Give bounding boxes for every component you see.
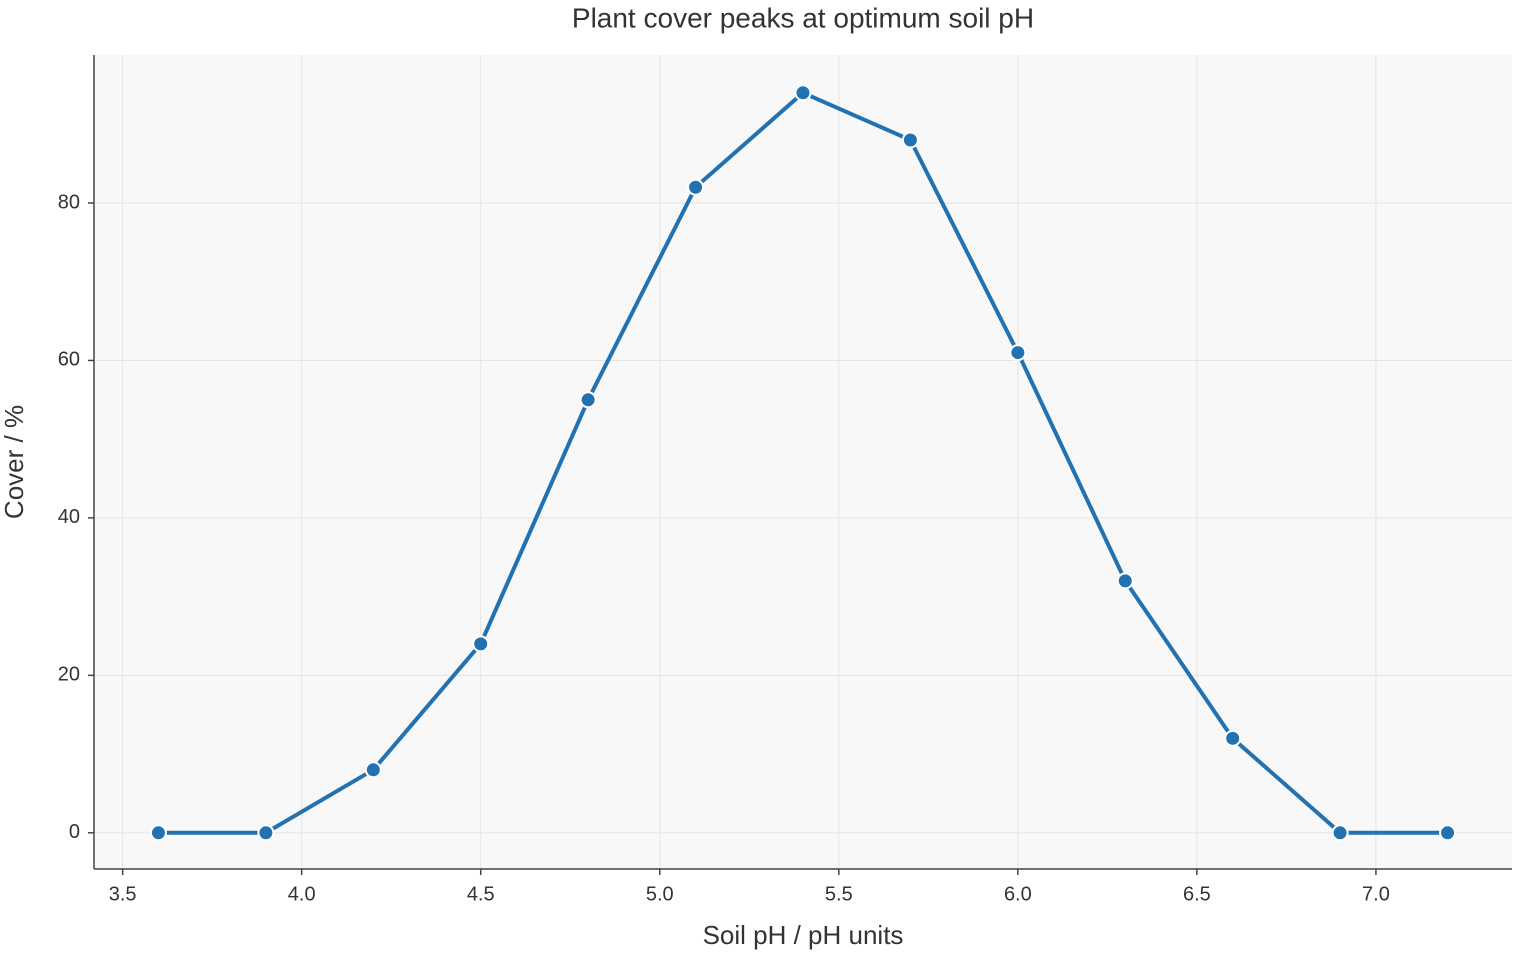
grid [94, 55, 1512, 869]
point [149, 824, 167, 842]
x-axis-label: Soil pH / pH units [703, 920, 904, 950]
point [1439, 824, 1457, 842]
x-tick-label: 7.0 [1362, 883, 1390, 905]
plot-area [94, 55, 1512, 869]
y-tick-label: 40 [58, 506, 80, 528]
point [794, 84, 812, 102]
x-tick-label: 4.0 [288, 883, 316, 905]
point [257, 824, 275, 842]
point [687, 178, 705, 196]
point [1331, 824, 1349, 842]
point [472, 635, 490, 653]
point [901, 131, 919, 149]
x-tick-label: 6.5 [1183, 883, 1211, 905]
y-tick-label: 20 [58, 664, 80, 686]
point [1224, 729, 1242, 747]
chart-title: Plant cover peaks at optimum soil pH [572, 2, 1034, 33]
y-tick-label: 0 [69, 821, 80, 843]
x-tick-label: 5.5 [825, 883, 853, 905]
point [579, 391, 597, 409]
y-tick-label: 80 [58, 191, 80, 213]
y-tick-label: 60 [58, 349, 80, 371]
x-tick-label: 3.5 [109, 883, 137, 905]
x-tick-label: 6.0 [1004, 883, 1032, 905]
point [364, 761, 382, 779]
point [1116, 572, 1134, 590]
x-tick-label: 5.0 [646, 883, 674, 905]
y-axis-label: Cover / % [0, 405, 29, 519]
x-tick-label: 4.5 [467, 883, 495, 905]
point [1009, 344, 1027, 362]
